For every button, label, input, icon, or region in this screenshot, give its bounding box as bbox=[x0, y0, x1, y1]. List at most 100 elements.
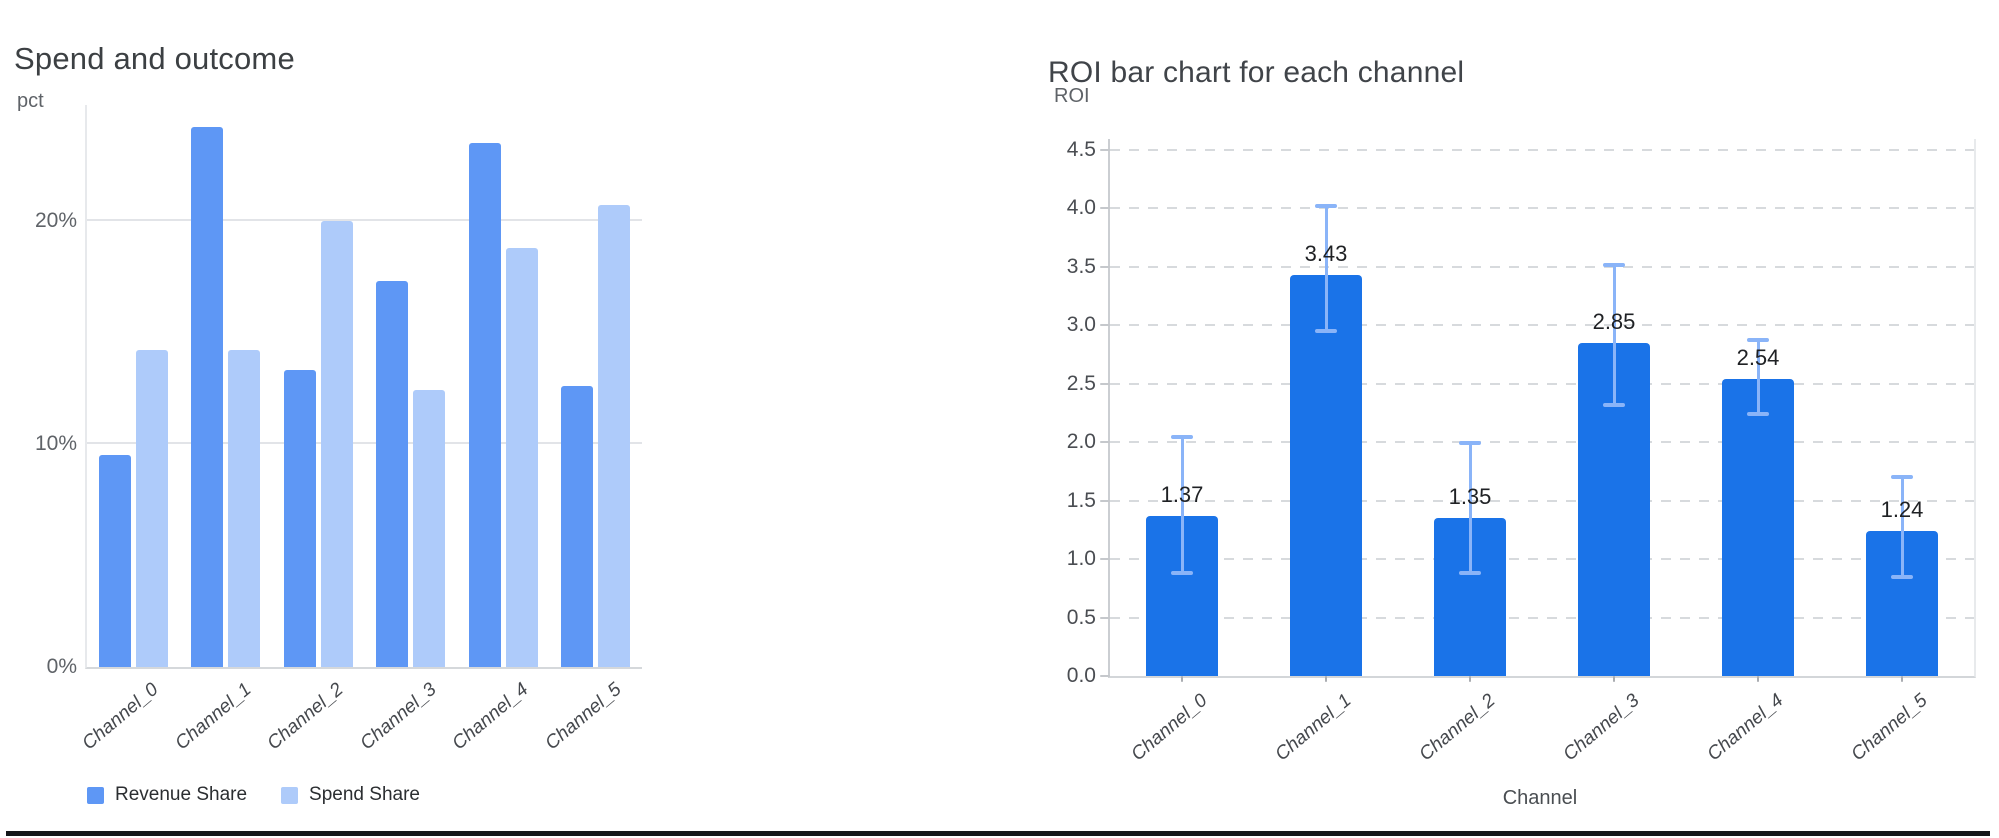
error-bar-cap-top bbox=[1171, 435, 1193, 440]
gridline bbox=[1110, 616, 1974, 619]
gridline bbox=[87, 218, 642, 221]
gridline bbox=[1110, 441, 1974, 443]
error-bar-cap-bottom bbox=[1171, 571, 1193, 576]
y-tick-label: 4.5 bbox=[1066, 137, 1096, 161]
y-tick-label: 3.0 bbox=[1066, 313, 1096, 337]
error-bar-cap-bottom bbox=[1747, 411, 1769, 416]
legend-item: Spend Share bbox=[281, 784, 420, 806]
error-bar-cap-bottom bbox=[1603, 402, 1625, 407]
y-tick-label: 2.0 bbox=[1066, 430, 1096, 453]
y-axis-tick bbox=[1100, 441, 1110, 443]
bar-revenue-share bbox=[191, 127, 224, 667]
chart-title: ROI bar chart for each channel bbox=[1048, 55, 1465, 89]
bar-spend-share bbox=[320, 220, 353, 667]
gridline bbox=[1110, 382, 1974, 385]
y-tick-label: 1.0 bbox=[1066, 547, 1096, 570]
x-axis-tick bbox=[1325, 676, 1327, 682]
bar-roi bbox=[1290, 274, 1362, 676]
chart-title: Spend and outcome bbox=[14, 40, 295, 76]
bar-value-label: 1.37 bbox=[1160, 481, 1204, 507]
bar-value-label: 2.85 bbox=[1592, 308, 1636, 334]
x-axis-tick bbox=[1901, 676, 1903, 682]
y-axis-tick bbox=[1100, 324, 1110, 327]
plot-area: 0% 10% 20% Channel_0 Channel_1 Channel_2 Chann… bbox=[35, 105, 642, 754]
error-bar-line bbox=[1468, 443, 1472, 574]
bar-value-label: 3.43 bbox=[1304, 240, 1348, 266]
x-axis-tick bbox=[1181, 676, 1183, 682]
y-axis-tick bbox=[1100, 148, 1110, 151]
y-tick-label: 2.5 bbox=[1066, 371, 1096, 395]
error-bar-cap-top bbox=[1315, 203, 1337, 208]
y-tick-label: 0% bbox=[46, 655, 77, 678]
bar-revenue-share bbox=[561, 386, 594, 667]
gridline bbox=[87, 441, 642, 444]
bar-value-label: 1.35 bbox=[1448, 484, 1492, 510]
error-bar-cap-top bbox=[1459, 441, 1481, 446]
y-axis-tick bbox=[1100, 499, 1110, 502]
x-tick-label: Channel_4 bbox=[1703, 690, 1788, 766]
x-axis-tick bbox=[1757, 676, 1759, 682]
legend: Revenue Share Spend Share bbox=[87, 784, 420, 806]
gridline bbox=[1110, 148, 1974, 151]
y-axis-tick bbox=[1100, 382, 1110, 385]
bar-spend-share bbox=[505, 247, 538, 667]
y-axis-tick bbox=[1100, 265, 1110, 268]
x-axis-tick bbox=[1469, 676, 1471, 682]
x-axis-tick bbox=[1613, 676, 1615, 682]
y-tick-label: 1.5 bbox=[1066, 488, 1096, 512]
y-axis-tick bbox=[1100, 616, 1110, 619]
y-tick-label: 20% bbox=[34, 208, 77, 232]
x-tick-label: Channel_0 bbox=[1127, 690, 1212, 766]
y-tick-label: 0.5 bbox=[1066, 605, 1096, 629]
error-bar-cap-top bbox=[1747, 338, 1769, 343]
error-bar-line bbox=[1180, 437, 1184, 574]
bar-revenue-share bbox=[468, 142, 501, 667]
gridline bbox=[1110, 324, 1974, 327]
bar-revenue-share bbox=[283, 370, 316, 667]
error-bar-cap-bottom bbox=[1459, 571, 1481, 576]
bar-revenue-share bbox=[98, 455, 131, 667]
x-tick-label: Channel_3 bbox=[1559, 690, 1644, 766]
y-tick-label: 10% bbox=[34, 431, 77, 455]
legend-swatch bbox=[281, 786, 299, 804]
legend-item: Revenue Share bbox=[87, 784, 247, 806]
y-tick-label: 0.0 bbox=[1066, 664, 1096, 687]
error-bar-cap-bottom bbox=[1891, 574, 1913, 579]
bar-revenue-share bbox=[376, 281, 409, 667]
x-tick-label: Channel_5 bbox=[1847, 690, 1932, 766]
error-bar-line bbox=[1900, 477, 1904, 577]
bar-spend-share bbox=[598, 205, 631, 667]
y-axis-tick bbox=[1100, 675, 1110, 677]
y-tick-label: 4.0 bbox=[1066, 196, 1096, 220]
legend-label: Revenue Share bbox=[115, 784, 248, 805]
error-bar-line bbox=[1756, 340, 1760, 414]
gridline bbox=[1110, 558, 1974, 560]
error-bar-cap-top bbox=[1891, 475, 1913, 480]
error-bar-cap-bottom bbox=[1315, 328, 1337, 333]
gridline bbox=[1110, 207, 1974, 210]
legend-label: Spend Share bbox=[309, 784, 420, 805]
x-tick-label: Channel_2 bbox=[1415, 690, 1500, 766]
gridline bbox=[1110, 499, 1974, 502]
y-axis-tick bbox=[1100, 207, 1110, 210]
gridline bbox=[1110, 265, 1974, 268]
error-bar-line bbox=[1612, 265, 1616, 405]
bar-value-label: 2.54 bbox=[1736, 344, 1780, 370]
x-tick-label: Channel_1 bbox=[1271, 690, 1356, 766]
bottom-divider-line bbox=[6, 831, 1990, 836]
legend-swatch bbox=[87, 786, 104, 804]
y-axis-unit-label: pct bbox=[17, 90, 44, 112]
bar-spend-share bbox=[413, 390, 446, 667]
bar-roi bbox=[1722, 378, 1794, 676]
x-axis-title: Channel bbox=[1502, 787, 1578, 809]
error-bar-line bbox=[1324, 205, 1328, 331]
y-axis-unit-label: ROI bbox=[1054, 85, 1090, 107]
y-axis-tick bbox=[1100, 558, 1110, 560]
bar-spend-share bbox=[228, 350, 261, 667]
bar-spend-share bbox=[135, 350, 168, 667]
bar-value-label: 1.24 bbox=[1880, 496, 1924, 522]
plot-area: 0.0 0.5 1.0 1.5 2.0 2.5 3.0 3.5 4.0 4.5 1.37 Channe… bbox=[1067, 138, 1976, 765]
